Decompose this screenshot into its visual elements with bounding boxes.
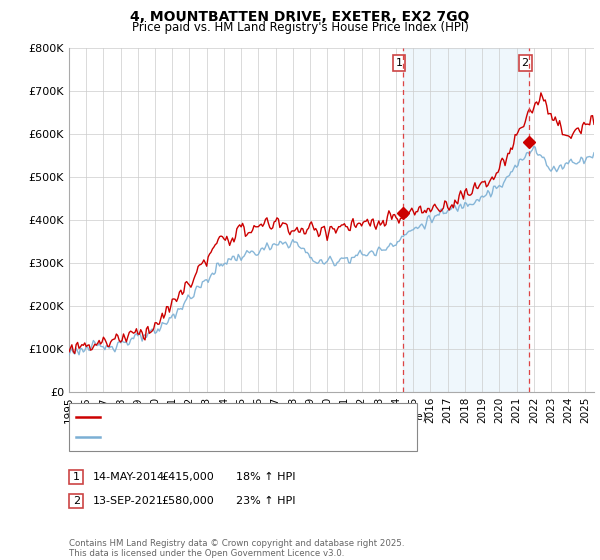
Text: 2: 2	[521, 58, 529, 68]
Text: £580,000: £580,000	[161, 496, 214, 506]
Text: 1: 1	[395, 58, 403, 68]
Text: 18% ↑ HPI: 18% ↑ HPI	[236, 472, 296, 482]
Text: 4, MOUNTBATTEN DRIVE, EXETER, EX2 7GQ: 4, MOUNTBATTEN DRIVE, EXETER, EX2 7GQ	[130, 10, 470, 24]
Text: 23% ↑ HPI: 23% ↑ HPI	[236, 496, 296, 506]
Text: HPI: Average price, detached house, Exeter: HPI: Average price, detached house, Exet…	[105, 432, 331, 442]
Text: 2: 2	[73, 496, 80, 506]
Text: 4, MOUNTBATTEN DRIVE, EXETER, EX2 7GQ (detached house): 4, MOUNTBATTEN DRIVE, EXETER, EX2 7GQ (d…	[105, 412, 427, 422]
Text: £415,000: £415,000	[161, 472, 214, 482]
Bar	[403, 48, 529, 392]
Text: Contains HM Land Registry data © Crown copyright and database right 2025.
This d: Contains HM Land Registry data © Crown c…	[69, 539, 404, 558]
Text: Price paid vs. HM Land Registry's House Price Index (HPI): Price paid vs. HM Land Registry's House …	[131, 21, 469, 34]
Text: 13-SEP-2021: 13-SEP-2021	[92, 496, 163, 506]
Text: 1: 1	[73, 472, 80, 482]
Text: 14-MAY-2014: 14-MAY-2014	[92, 472, 164, 482]
